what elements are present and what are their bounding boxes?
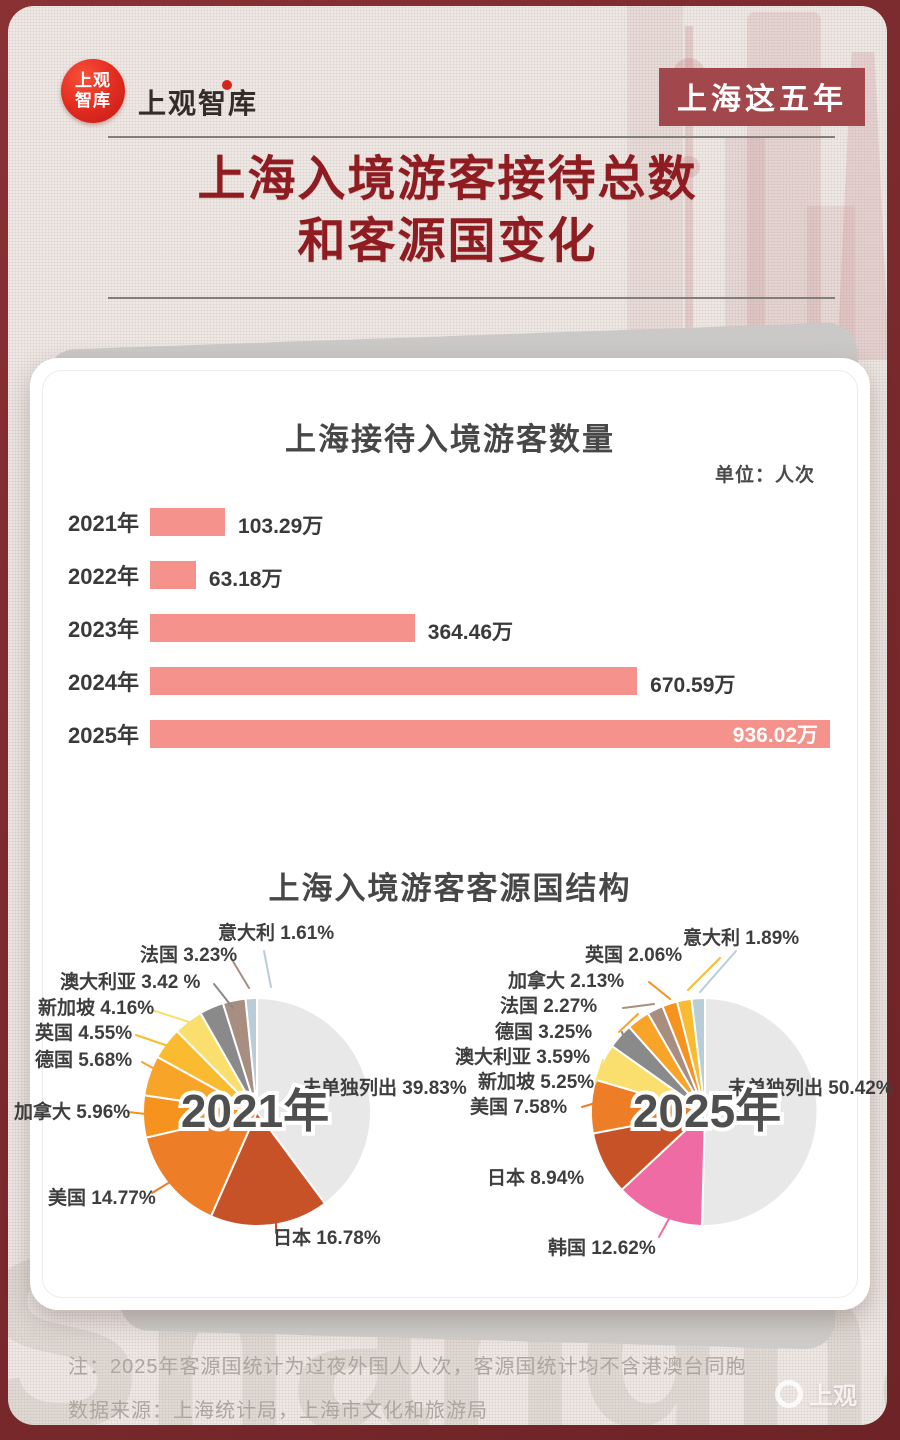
pie-label: 意大利 1.89%: [683, 926, 799, 949]
bar-row: 2021年 103.29万: [68, 508, 830, 538]
pie-slice: [690, 996, 706, 1113]
pie-label: 新加坡 5.25%: [478, 1070, 594, 1093]
bar-row: 2023年 364.46万: [68, 614, 830, 644]
page-title-line1: 上海入境游客接待总数: [197, 153, 698, 206]
bar-fill: [150, 561, 196, 589]
pie-label: 日本 8.94%: [487, 1166, 584, 1189]
footer-ring-icon: [775, 1379, 803, 1408]
pie-label: 美国 7.58%: [470, 1095, 567, 1118]
bar-value-label: 936.02万: [732, 724, 818, 747]
pie-center-label: 2021年: [181, 1085, 329, 1137]
bar-fill: 936.02万: [150, 720, 830, 748]
content-card: 上海接待入境游客数量 单位：人次 2021年 103.29万 2022年 63.18万…: [13, 358, 893, 1310]
pie-slice: [620, 1111, 706, 1227]
bar-value-label: 103.29万: [238, 515, 324, 538]
pie-leader-line: [687, 957, 721, 991]
note-line-1: 注：2025年客源国统计为过夜外国人人次，客源国统计均不含港澳台同胞: [68, 1356, 747, 1378]
pie-leader-line: [127, 1111, 147, 1115]
pie-leader-line: [648, 981, 671, 1000]
bar-chart: 2021年 103.29万 2022年 63.18万 2023年 364.46万 2024年…: [68, 508, 830, 773]
pie-label: 英国 4.55%: [35, 1021, 132, 1044]
pie-label: 日本 16.78%: [273, 1226, 381, 1249]
pie-slice: [144, 1111, 258, 1218]
pie-leader-line: [618, 1013, 639, 1033]
bar-category-label: 2023年: [68, 617, 139, 642]
bar-row: 2025年 936.02万: [68, 720, 830, 748]
bar-fill: [150, 614, 415, 642]
note-line-2: 数据来源：上海统计局，上海市文化和旅游局: [68, 1400, 488, 1422]
bar-track: 936.02万: [150, 720, 830, 748]
brand-wordmark: 上观智库: [138, 80, 258, 122]
pie-label: 澳大利亚 3.59%: [455, 1045, 590, 1068]
bar-track: 364.46万: [150, 614, 830, 644]
footer-watermark-text: 上观: [809, 1383, 857, 1410]
footer-watermark-logo: 上观: [775, 1376, 857, 1411]
pie-leader-line: [151, 1009, 190, 1023]
bar-category-label: 2025年: [68, 723, 139, 748]
bar-value-label: 63.18万: [208, 568, 283, 591]
bar-value-label: 670.59万: [650, 674, 736, 697]
pie-leader-line: [213, 983, 234, 1009]
pie-label: 未单独列出 50.42%: [727, 1076, 893, 1099]
pie-label: 德国 3.25%: [495, 1020, 592, 1043]
unit-label: 单位：人次: [714, 465, 815, 486]
edition-badge: 上海这五年: [659, 68, 865, 126]
pie-slice: [701, 997, 819, 1228]
divider-line-top: [108, 136, 835, 138]
pie-label: 意大利 1.61%: [218, 921, 334, 944]
pie-chart-2025年: 未单独列出 50.42% 韩国 12.62% 日本 8.94% 美国 7.58%新加坡…: [455, 926, 893, 1259]
pie-label: 法国 2.27%: [500, 994, 597, 1017]
pie-chart-2021年: 未单独列出 39.83% 日本 16.78% 美国 14.77% 加拿大 5.96% 德…: [13, 921, 467, 1249]
bar-row: 2022年 63.18万: [68, 561, 830, 591]
bar-chart-title: 上海接待入境游客数量: [285, 422, 615, 457]
pie-leader-line: [699, 950, 737, 993]
pie-leader-line: [263, 950, 272, 988]
pie-label: 美国 14.77%: [48, 1186, 156, 1209]
bar-fill: [150, 667, 638, 695]
pie-label: 未单独列出 39.83%: [301, 1076, 467, 1099]
pie-label: 新加坡 4.16%: [38, 996, 154, 1019]
bar-row: 2024年 670.59万: [68, 667, 830, 697]
divider-line-bottom: [108, 297, 835, 299]
pie-leader-line: [135, 1034, 175, 1049]
pie-slice: [210, 1111, 326, 1227]
page-title-line2: 和客源国变化: [297, 215, 598, 269]
pie-center-label: 2025年: [633, 1085, 781, 1137]
pie-leader-line: [622, 1003, 655, 1009]
pie-label: 法国 3.23%: [140, 943, 237, 966]
brand-logo-icon: 上观 智库: [61, 59, 125, 123]
bar-track: 670.59万: [150, 667, 830, 697]
page-title: 上海入境游客接待总数 和客源国变化: [8, 149, 887, 274]
pie-section-title: 上海入境游客客源国结构: [268, 871, 632, 906]
pie-leader-line: [141, 1061, 172, 1079]
bar-category-label: 2022年: [68, 564, 139, 589]
bar-category-label: 2024年: [68, 670, 139, 695]
bar-track: 103.29万: [150, 508, 830, 538]
pie-leader-line: [151, 1181, 171, 1194]
bar-fill: [150, 508, 226, 536]
pie-label: 韩国 12.62%: [548, 1236, 656, 1259]
pie-label: 澳大利亚 3.42 %: [60, 970, 201, 993]
pie-charts: 未单独列出 39.83% 日本 16.78% 美国 14.77% 加拿大 5.96% 德…: [13, 921, 893, 1259]
pie-slice: [244, 997, 258, 1113]
bar-track: 63.18万: [150, 561, 830, 591]
pie-leader-line: [621, 1031, 632, 1058]
brand-logo-line2: 智库: [75, 91, 111, 110]
pie-leader-line: [658, 1214, 672, 1238]
brand-logo-line1: 上观: [75, 71, 111, 91]
pie-label: 加拿大 2.13%: [507, 969, 624, 992]
bar-value-label: 364.46万: [427, 621, 513, 644]
pie-leader-line: [595, 1059, 604, 1083]
pie-leader-line: [603, 1159, 614, 1172]
pie-slice: [256, 997, 372, 1205]
pie-label: 加拿大 5.96%: [13, 1100, 130, 1123]
pie-label: 德国 5.68%: [35, 1048, 132, 1071]
pie-label: 英国 2.06%: [585, 943, 682, 966]
brand-dot-icon: [222, 80, 233, 90]
pie-leader-line: [581, 1103, 593, 1108]
bar-category-label: 2021年: [68, 511, 139, 536]
pie-leader-line: [230, 957, 250, 989]
